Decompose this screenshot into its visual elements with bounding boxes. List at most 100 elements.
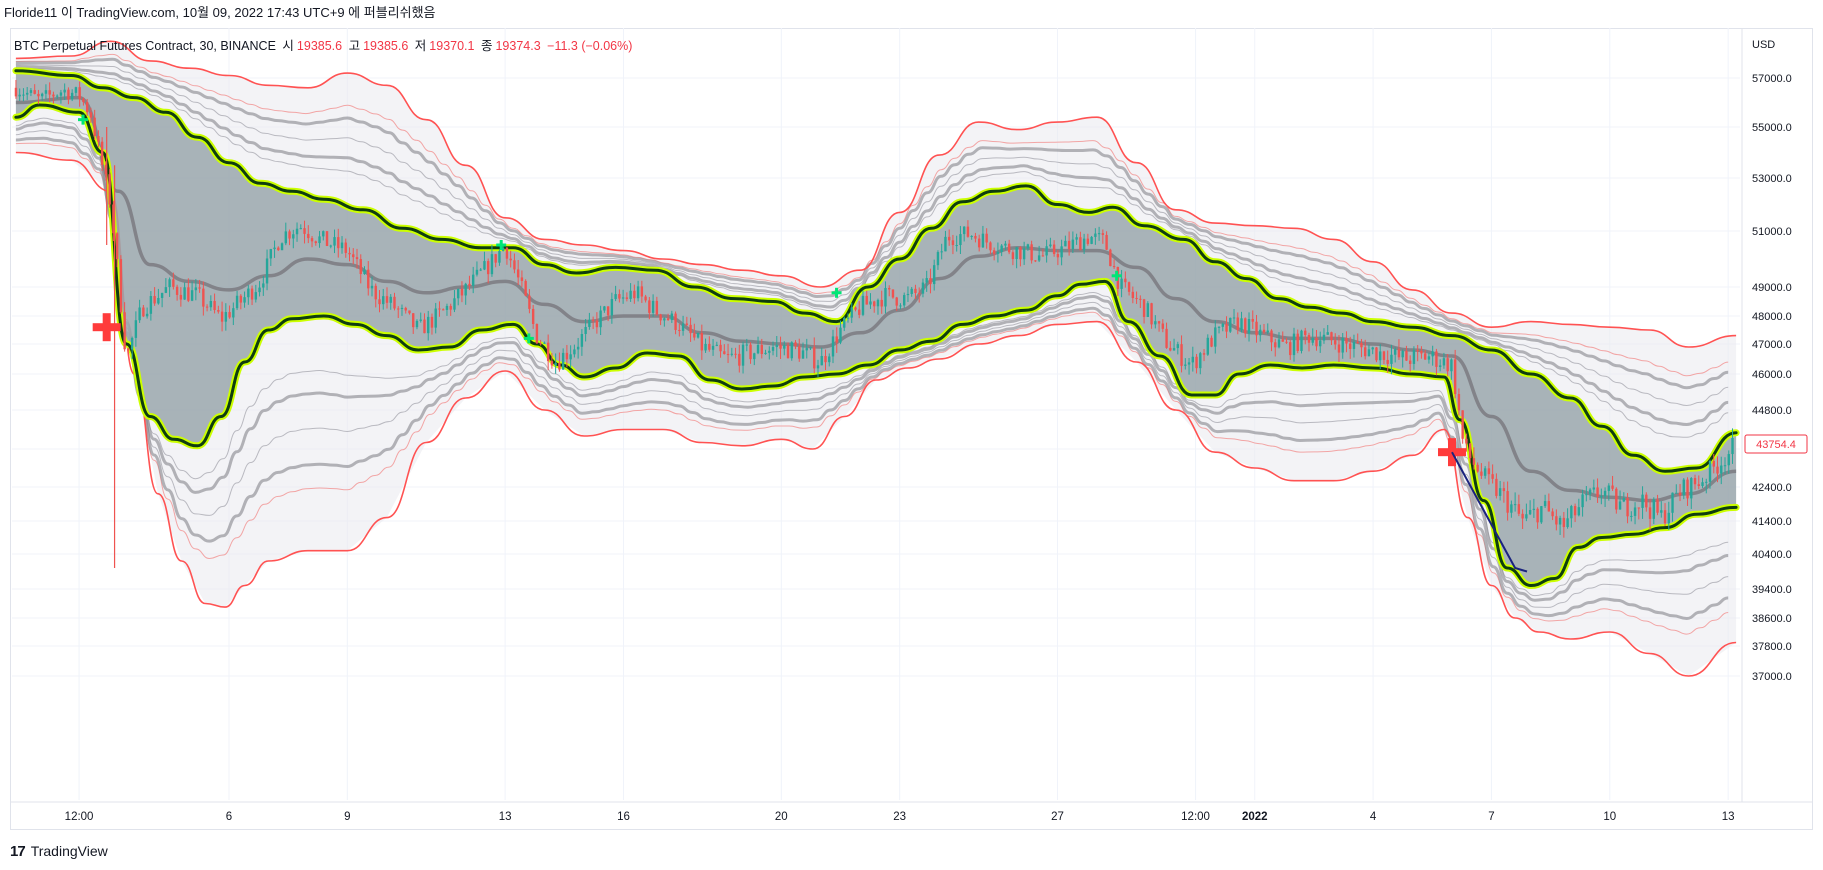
candle-body	[1431, 351, 1434, 357]
candle-body	[1195, 356, 1198, 369]
candle-body	[663, 318, 666, 321]
candle-body	[891, 289, 895, 298]
candle-body	[355, 257, 359, 260]
candle-body	[753, 353, 756, 360]
candle-body	[505, 247, 509, 259]
candle-body	[693, 333, 696, 338]
candle-body	[1079, 237, 1082, 251]
price-tick-label: 41400.0	[1752, 516, 1792, 528]
candle-body	[217, 310, 220, 312]
candle-body	[861, 295, 865, 315]
candle-body	[1570, 506, 1573, 519]
candle-body	[1510, 504, 1513, 513]
candle-body	[561, 352, 565, 370]
candle-body	[996, 251, 1000, 254]
candle-body	[1423, 353, 1427, 360]
candle-body	[992, 250, 996, 254]
candle-body	[1266, 330, 1269, 333]
candle-body	[513, 260, 516, 270]
candle-body	[1154, 321, 1157, 325]
candle-body	[726, 354, 730, 356]
candle-body	[1330, 332, 1333, 341]
candle-body	[1045, 246, 1048, 256]
candle-body	[929, 278, 932, 285]
candle-body	[445, 305, 449, 310]
candle-body	[1097, 233, 1101, 235]
candle-body	[1446, 358, 1449, 372]
price-tick-label: 55000.0	[1752, 122, 1792, 134]
candle-body	[1555, 516, 1558, 525]
candle-body	[1607, 485, 1611, 491]
candle-body	[198, 287, 201, 289]
time-tick-label: 10	[1603, 811, 1616, 823]
candle-body	[374, 285, 377, 300]
symbol-legend[interactable]: BTC Perpetual Futures Contract, 30, BINA…	[14, 35, 635, 54]
candle-body	[299, 228, 302, 230]
candle-body	[1453, 359, 1457, 395]
candle-body	[738, 353, 741, 366]
close-value: 19374.3	[495, 39, 541, 53]
candle-body	[614, 294, 617, 300]
candle-body	[1371, 347, 1374, 350]
candle-body	[1150, 303, 1153, 325]
candle-body	[1581, 494, 1584, 508]
candle-body	[1274, 342, 1277, 348]
candle-body	[588, 319, 591, 327]
candle-body	[1060, 246, 1063, 258]
candle-body	[460, 289, 464, 296]
candle-body	[1592, 487, 1596, 490]
candle-body	[1124, 278, 1127, 283]
middle-basis-line	[15, 95, 1737, 503]
candle-body	[633, 290, 636, 299]
candle-body	[1708, 460, 1712, 482]
candle-body	[1337, 344, 1341, 353]
candle-body	[419, 319, 422, 321]
chart-frame[interactable]	[10, 28, 1813, 830]
candle-body	[779, 344, 782, 349]
candle-body	[89, 112, 93, 118]
price-tick-label: 37000.0	[1752, 671, 1792, 683]
candle-body	[145, 313, 149, 317]
candle-body	[798, 346, 801, 359]
buy-cross-icon	[1115, 270, 1119, 281]
candle-body	[1487, 468, 1491, 475]
candle-body	[389, 296, 392, 303]
candle-body	[932, 265, 936, 285]
candle-body	[1214, 327, 1217, 347]
candle-body	[1210, 337, 1213, 347]
candle-body	[1731, 438, 1734, 455]
footer-brand[interactable]: 17 TradingView	[10, 840, 108, 862]
currency-label: USD	[1752, 39, 1775, 51]
close-label: 종	[480, 39, 493, 53]
candle-body	[1405, 351, 1408, 361]
candle-body	[1187, 362, 1191, 365]
time-tick-label: 6	[226, 811, 232, 823]
candle-body	[404, 307, 407, 311]
candle-body	[1026, 244, 1030, 249]
candle-body	[1551, 511, 1554, 517]
candle-body	[1232, 317, 1236, 319]
price-series-layer	[14, 79, 1734, 568]
candle-body	[756, 345, 760, 354]
candle-body	[524, 280, 527, 296]
candle-body	[516, 269, 520, 278]
candle-body	[123, 312, 126, 350]
candle-body	[78, 87, 81, 99]
candle-body	[1191, 356, 1194, 363]
time-axis[interactable]: 12:00 6 9 13 16 20 23 27 12:00 2022 4 7 10 13	[65, 811, 1735, 823]
price-axis[interactable]: 57000.0 55000.0 53000.0 51000.0 49000.0 48000…	[1752, 73, 1792, 683]
candle-body	[29, 90, 33, 93]
candle-body	[108, 174, 111, 205]
candle-body	[1543, 501, 1547, 507]
candle-body	[1049, 244, 1052, 247]
candle-body	[1393, 349, 1397, 355]
candle-body	[625, 297, 629, 299]
candle-body	[959, 234, 962, 246]
candle-body	[438, 308, 441, 310]
time-tick-label: 13	[499, 811, 512, 823]
signal-marker-layer	[78, 114, 1528, 573]
candle-body	[1495, 478, 1498, 496]
candle-body	[55, 95, 59, 97]
candle-body	[940, 251, 943, 253]
